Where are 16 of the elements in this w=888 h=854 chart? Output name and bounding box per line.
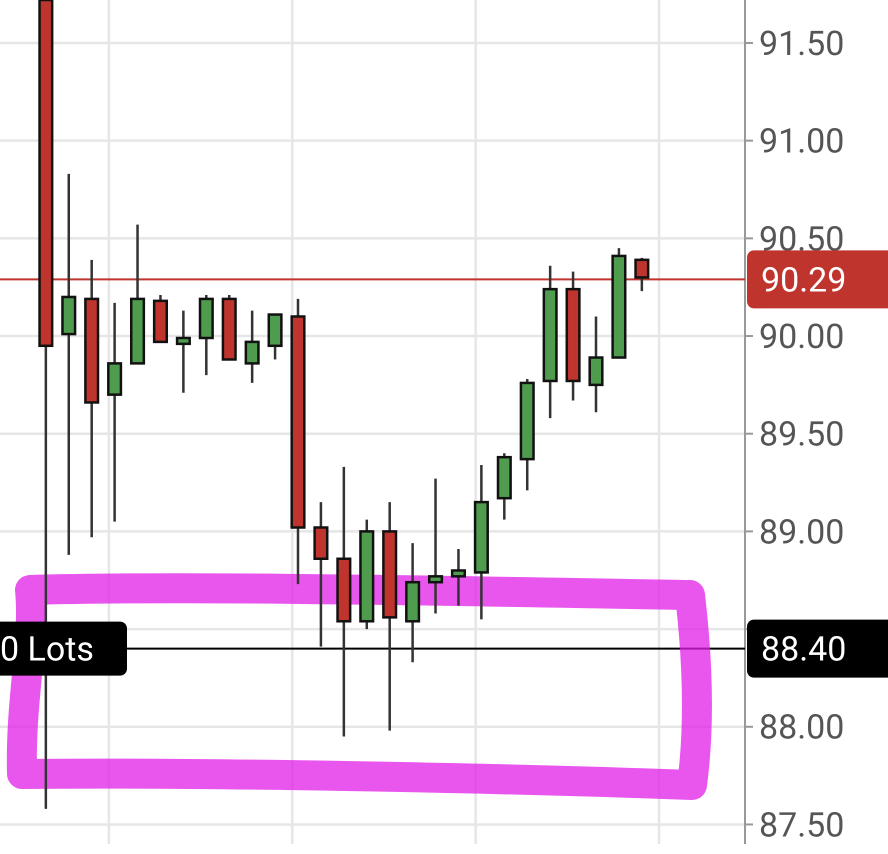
y-tick-label: 89.50 (759, 414, 844, 455)
y-tick-label: 89.00 (759, 512, 844, 552)
candlestick (450, 548, 466, 607)
y-tick-label: 90.00 (759, 316, 844, 357)
candlestick (61, 172, 76, 556)
candlestick (428, 477, 444, 615)
y-tick-label: 91.00 (759, 122, 844, 162)
ref-line-label: 90.29 (761, 260, 846, 300)
annotation: 0 Lots (0, 630, 94, 670)
ref-line-label: 88.40 (761, 630, 846, 670)
y-tick-label: 90.50 (759, 219, 844, 260)
candlestick (176, 309, 191, 394)
y-tick-label: 87.50 (759, 805, 844, 846)
candlestick (244, 309, 260, 384)
y-tick-label: 88.00 (759, 708, 844, 748)
y-tick-label: 91.50 (759, 24, 844, 64)
